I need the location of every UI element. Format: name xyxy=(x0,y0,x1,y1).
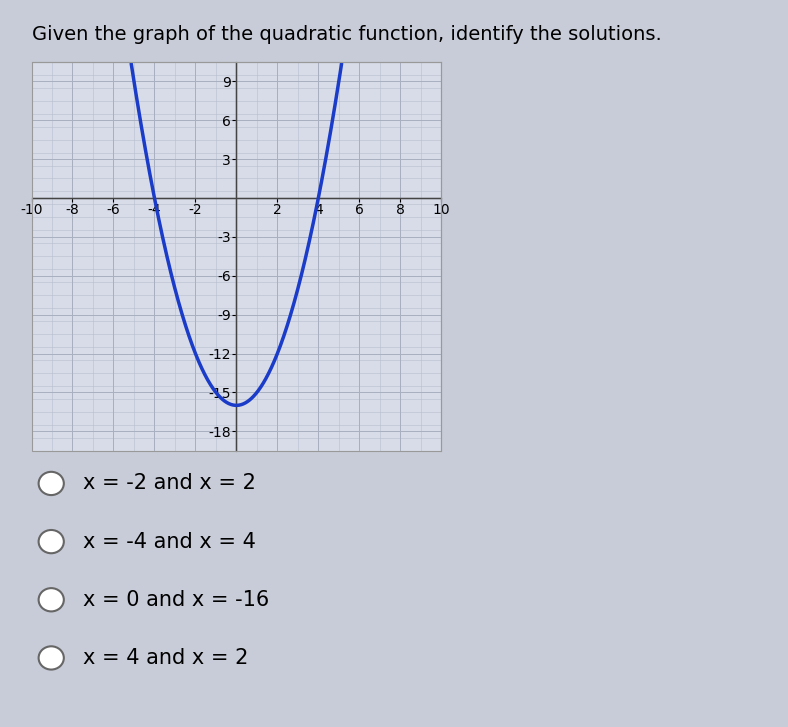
Text: x = -4 and x = 4: x = -4 and x = 4 xyxy=(83,531,255,552)
Text: x = -2 and x = 2: x = -2 and x = 2 xyxy=(83,473,255,494)
Text: x = 0 and x = -16: x = 0 and x = -16 xyxy=(83,590,269,610)
Text: Given the graph of the quadratic function, identify the solutions.: Given the graph of the quadratic functio… xyxy=(32,25,661,44)
Text: x = 4 and x = 2: x = 4 and x = 2 xyxy=(83,648,248,668)
